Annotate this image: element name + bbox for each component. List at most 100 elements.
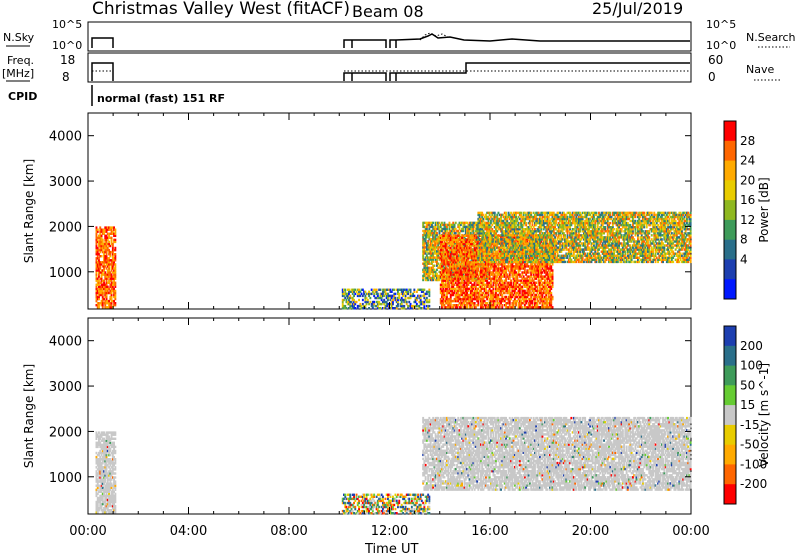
power-cell xyxy=(501,256,504,259)
power-cell xyxy=(449,297,452,301)
power-cell xyxy=(453,231,456,235)
power-cell xyxy=(432,227,435,231)
power-cell xyxy=(531,283,534,286)
power-cell xyxy=(371,302,374,306)
power-cell xyxy=(422,240,425,243)
power-cell xyxy=(474,287,477,291)
power-cell xyxy=(404,288,407,291)
power-cell xyxy=(497,277,500,280)
power-cell xyxy=(446,255,448,258)
power-cell xyxy=(354,292,357,296)
power-cell xyxy=(96,281,99,284)
power-cell xyxy=(502,253,505,256)
power-cell xyxy=(447,255,450,258)
power-cell xyxy=(428,260,431,263)
power-cell xyxy=(536,242,539,246)
power-cell xyxy=(446,236,448,239)
power-cell xyxy=(503,295,506,299)
power-cell xyxy=(99,289,102,293)
power-cell xyxy=(486,230,489,233)
power-cell xyxy=(444,248,447,252)
power-cell xyxy=(113,287,115,291)
power-cell xyxy=(114,295,117,299)
power-cell xyxy=(467,287,470,291)
power-cell xyxy=(488,273,491,276)
power-cell xyxy=(458,276,461,280)
power-cell xyxy=(486,250,489,253)
power-cell xyxy=(432,274,435,278)
power-cell xyxy=(513,299,516,303)
power-cell xyxy=(453,265,456,268)
power-cell xyxy=(451,283,453,286)
power-cell xyxy=(385,292,388,296)
power-cell xyxy=(449,238,452,242)
power-cell xyxy=(497,269,500,272)
power-cell xyxy=(104,234,107,237)
power-cell xyxy=(492,304,495,307)
power-cell xyxy=(505,297,507,301)
power-cell xyxy=(422,223,425,227)
power-cell xyxy=(469,227,472,231)
power-cell xyxy=(505,250,507,253)
power-cell xyxy=(540,271,543,274)
power-cell xyxy=(495,253,497,256)
power-cell xyxy=(447,285,450,288)
power-cell xyxy=(491,223,494,227)
power-cell xyxy=(510,306,512,309)
power-cell xyxy=(448,289,451,293)
power-cell xyxy=(550,306,553,309)
power-cell xyxy=(526,257,529,260)
power-cell xyxy=(490,258,492,261)
power-cell xyxy=(387,296,389,300)
power-cell xyxy=(550,273,553,276)
power-cell xyxy=(497,217,500,221)
power-cell xyxy=(544,295,546,299)
power-cell xyxy=(453,246,456,250)
power-cell xyxy=(505,257,507,260)
power-cell xyxy=(482,238,485,242)
power-cell xyxy=(502,287,505,291)
power-cell xyxy=(442,244,445,248)
power-cell xyxy=(463,283,466,286)
power-cell xyxy=(542,297,545,301)
power-cell xyxy=(528,285,531,288)
power-cell xyxy=(496,287,499,291)
power-cell xyxy=(444,306,447,309)
power-cell xyxy=(95,304,98,307)
power-cell xyxy=(104,228,107,231)
power-cell xyxy=(486,281,489,284)
power-cell xyxy=(343,294,345,298)
power-cell xyxy=(491,217,494,221)
power-cell xyxy=(99,281,102,284)
power-cell xyxy=(100,299,103,303)
power-cell xyxy=(461,221,463,225)
power-cell xyxy=(490,299,492,303)
power-cell xyxy=(398,292,401,296)
power-cell xyxy=(341,302,344,306)
power-cell xyxy=(96,289,99,293)
power-cell xyxy=(425,229,428,233)
power-cell xyxy=(510,254,512,257)
power-cell xyxy=(436,262,438,265)
power-cell xyxy=(481,283,484,286)
power-cell xyxy=(360,304,363,308)
power-cell xyxy=(500,248,502,251)
power-cell xyxy=(523,277,526,280)
power-cell xyxy=(463,221,466,225)
power-cell xyxy=(513,273,516,276)
power-cell xyxy=(539,297,541,301)
power-cell xyxy=(502,273,505,276)
power-cell xyxy=(474,259,477,262)
power-cell xyxy=(452,261,455,264)
power-cell xyxy=(101,242,104,246)
power-cell xyxy=(447,277,450,280)
power-cell xyxy=(424,225,427,229)
power-cell xyxy=(462,225,465,229)
power-cell xyxy=(490,263,492,266)
power-cell xyxy=(444,295,447,299)
power-cell xyxy=(522,295,525,299)
power-cell xyxy=(448,291,451,295)
power-cell xyxy=(453,227,456,231)
power-cell xyxy=(456,275,458,278)
power-cell xyxy=(521,273,524,276)
